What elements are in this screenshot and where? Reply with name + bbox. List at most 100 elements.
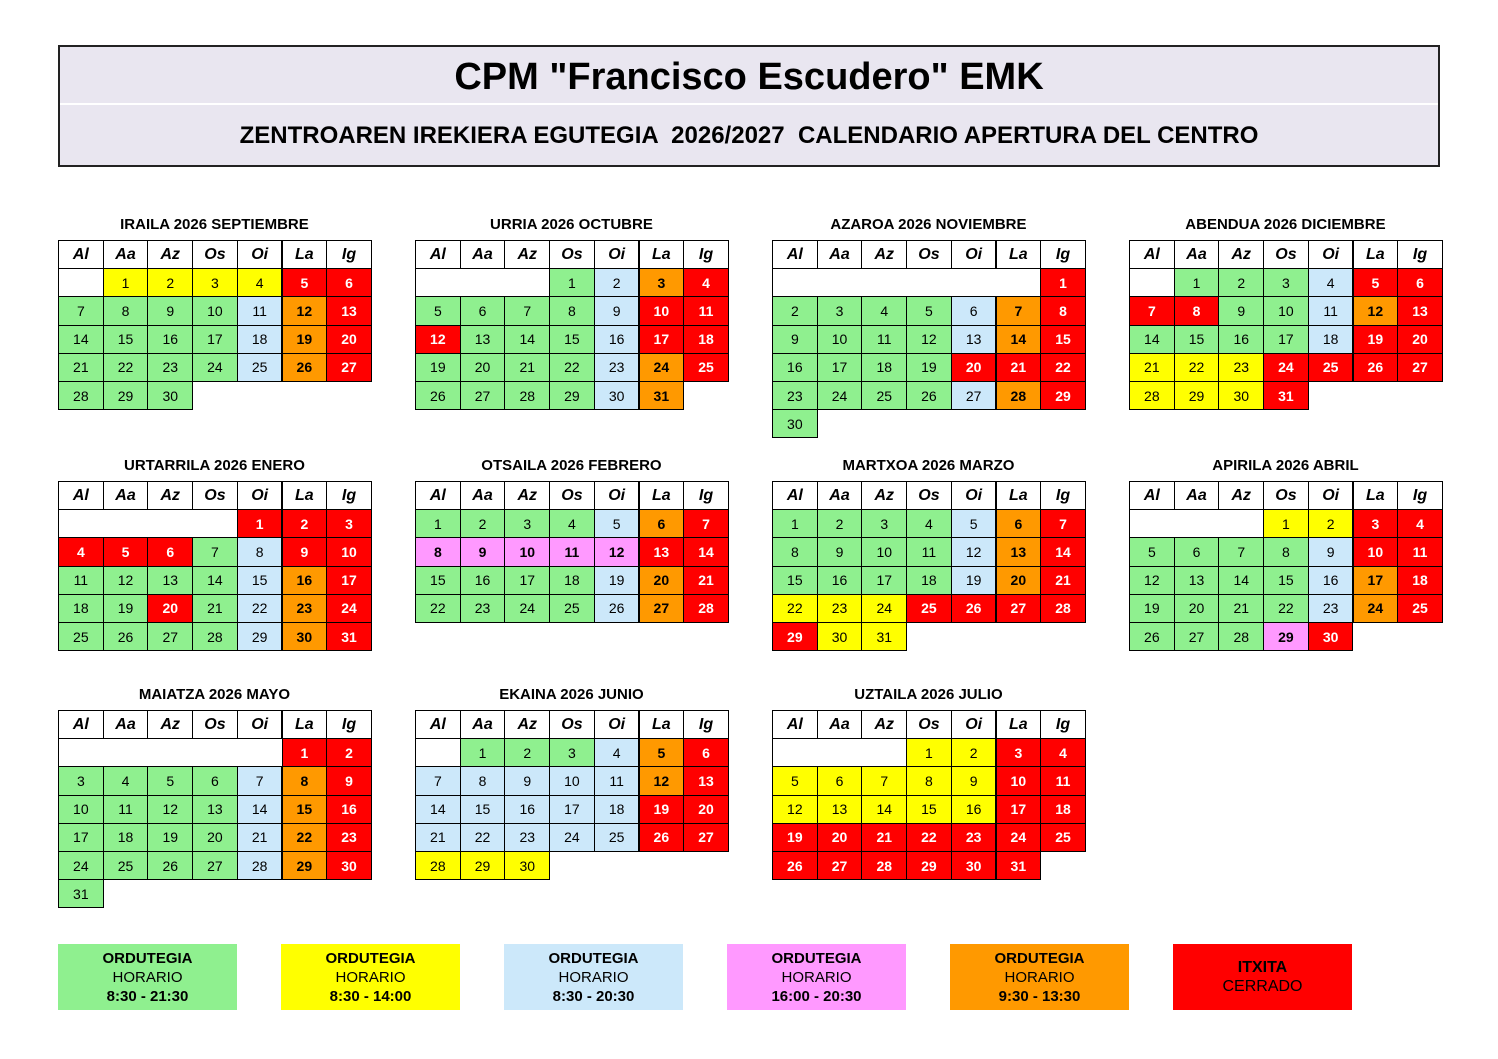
weekday-header: Al [415,481,461,511]
day-cell: 3 [995,738,1042,768]
weekday-header: Al [58,481,104,511]
day-cell: 31 [638,381,685,411]
day-cell: 6 [459,296,506,326]
weekday-header: Aa [816,240,863,270]
day-cell: 22 [772,593,818,623]
day-cell: 13 [192,794,238,824]
weekday-header: Al [1129,481,1175,511]
day-cell: 19 [638,794,685,824]
day-cell: 16 [504,794,551,824]
day-cell: 28 [504,381,551,411]
day-cell: 8 [102,296,149,326]
day-cell: 20 [683,794,729,824]
day-cell: 7 [995,296,1042,326]
day-cell: 8 [1173,296,1220,326]
weekday-header: Os [1263,240,1309,270]
weekday-header: La [638,240,685,270]
day-cell: 11 [236,296,283,326]
day-cell: 27 [683,822,729,852]
empty-cell [772,738,908,768]
day-cell: 9 [593,296,640,326]
day-cell: 11 [1307,296,1354,326]
day-cell: 4 [683,268,729,298]
day-cell: 1 [415,509,461,539]
day-cell: 4 [549,509,595,539]
weekday-header: Az [861,240,908,270]
day-cell: 6 [147,537,194,567]
day-cell: 16 [147,324,194,354]
legend-text: 8:30 - 20:30 [552,987,635,1005]
weekday-header: Aa [102,710,149,740]
day-cell: 10 [326,537,372,567]
day-cell: 6 [192,766,238,796]
day-cell: 24 [861,593,908,623]
weekday-header: Al [415,240,461,270]
day-cell: 31 [58,879,104,909]
day-cell: 27 [192,851,238,881]
day-cell: 27 [326,352,372,382]
day-cell: 6 [950,296,997,326]
weekday-header: Oi [950,240,997,270]
day-cell: 5 [281,268,328,298]
day-cell: 16 [459,565,506,595]
month-title: EKAINA 2026 JUNIO [499,686,644,703]
weekday-header: La [281,710,328,740]
day-cell: 24 [58,851,104,881]
day-cell: 9 [326,766,372,796]
day-cell: 4 [593,738,640,768]
day-cell: 5 [593,509,640,539]
day-cell: 5 [1129,537,1175,567]
day-cell: 18 [102,822,149,852]
weekday-header: Os [906,240,952,270]
day-cell: 27 [816,851,863,881]
month-title: APIRILA 2026 ABRIL [1212,457,1359,474]
day-cell: 22 [549,352,595,382]
day-cell: 26 [1352,352,1399,382]
day-cell: 14 [504,324,551,354]
day-cell: 6 [1173,537,1220,567]
day-cell: 1 [772,509,818,539]
legend-text: HORARIO [558,968,629,986]
day-cell: 4 [906,509,952,539]
day-cell: 9 [1218,296,1265,326]
day-cell: 28 [236,851,283,881]
day-cell: 17 [58,822,104,852]
day-cell: 17 [1263,324,1309,354]
day-cell: 27 [638,593,685,623]
weekday-header: Oi [950,710,997,740]
day-cell: 30 [816,622,863,652]
day-cell: 16 [1218,324,1265,354]
day-cell: 21 [995,352,1042,382]
day-cell: 9 [816,537,863,567]
weekday-header: Oi [593,481,640,511]
day-cell: 28 [861,851,908,881]
weekday-header: La [281,481,328,511]
month-title: UZTAILA 2026 JULIO [854,686,1003,703]
weekday-header: Aa [1173,240,1220,270]
day-cell: 3 [192,268,238,298]
day-cell: 4 [1397,509,1443,539]
weekday-header: La [281,240,328,270]
weekday-header: Ig [326,240,372,270]
day-cell: 17 [504,565,551,595]
weekday-header: Os [549,240,595,270]
weekday-header: Oi [1307,240,1354,270]
day-cell: 11 [549,537,595,567]
day-cell: 2 [147,268,194,298]
weekday-header: Oi [1307,481,1354,511]
day-cell: 23 [1307,593,1354,623]
day-cell: 13 [816,794,863,824]
day-cell: 11 [906,537,952,567]
day-cell: 1 [1040,268,1086,298]
day-cell: 31 [861,622,908,652]
day-cell: 8 [1040,296,1086,326]
day-cell: 2 [326,738,372,768]
day-cell: 20 [950,352,997,382]
day-cell: 13 [1173,565,1220,595]
day-cell: 3 [816,296,863,326]
month-title: IRAILA 2026 SEPTIEMBRE [120,216,309,233]
legend-item: ITXITA CERRADO [1173,944,1352,1010]
weekday-header: Az [147,240,194,270]
day-cell: 7 [415,766,461,796]
day-cell: 3 [1352,509,1399,539]
